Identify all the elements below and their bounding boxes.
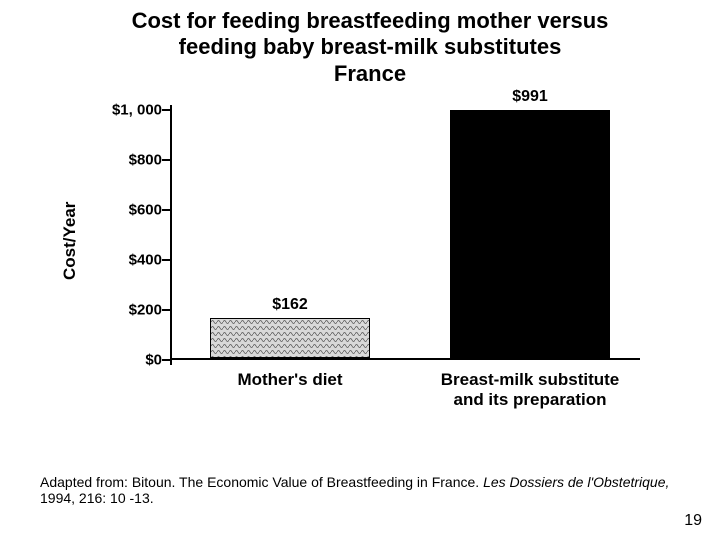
- citation-text: Adapted from: Bitoun. The Economic Value…: [40, 474, 680, 506]
- y-tick-label: $200: [129, 302, 162, 319]
- y-tick: [162, 209, 170, 211]
- y-tick: [162, 259, 170, 261]
- y-axis-line: [170, 105, 172, 365]
- slide-title: Cost for feeding breastfeeding mother ve…: [80, 8, 660, 87]
- bar: [450, 110, 610, 358]
- category-label: Mother's diet: [185, 370, 395, 390]
- bar-chart: Cost/Year $0$200$400$600$800$1, 000 $162…: [50, 100, 670, 410]
- citation-journal: Les Dossiers de l'Obstetrique,: [483, 474, 669, 490]
- title-line-3: France: [334, 61, 406, 86]
- y-tick: [162, 109, 170, 111]
- y-tick-label: $1, 000: [112, 102, 162, 119]
- bar: [210, 318, 370, 359]
- y-axis-label: Cost/Year: [60, 202, 80, 280]
- y-tick-label: $600: [129, 202, 162, 219]
- bar-value-label: $162: [210, 296, 370, 314]
- page-number: 19: [684, 512, 702, 530]
- y-tick: [162, 159, 170, 161]
- y-tick-label: $800: [129, 152, 162, 169]
- citation-suffix: 1994, 216: 10 -13.: [40, 490, 154, 506]
- title-line-2: feeding baby breast-milk substitutes: [179, 34, 562, 59]
- y-tick: [162, 309, 170, 311]
- y-tick-label: $400: [129, 252, 162, 269]
- citation-prefix: Adapted from: Bitoun. The Economic Value…: [40, 474, 483, 490]
- bar-value-label: $991: [450, 88, 610, 106]
- category-label: Breast-milk substituteand its preparatio…: [425, 370, 635, 409]
- y-tick: [162, 359, 170, 361]
- plot-area: $0$200$400$600$800$1, 000 $162$991: [170, 110, 640, 360]
- y-tick-label: $0: [145, 352, 162, 369]
- title-line-1: Cost for feeding breastfeeding mother ve…: [132, 8, 609, 33]
